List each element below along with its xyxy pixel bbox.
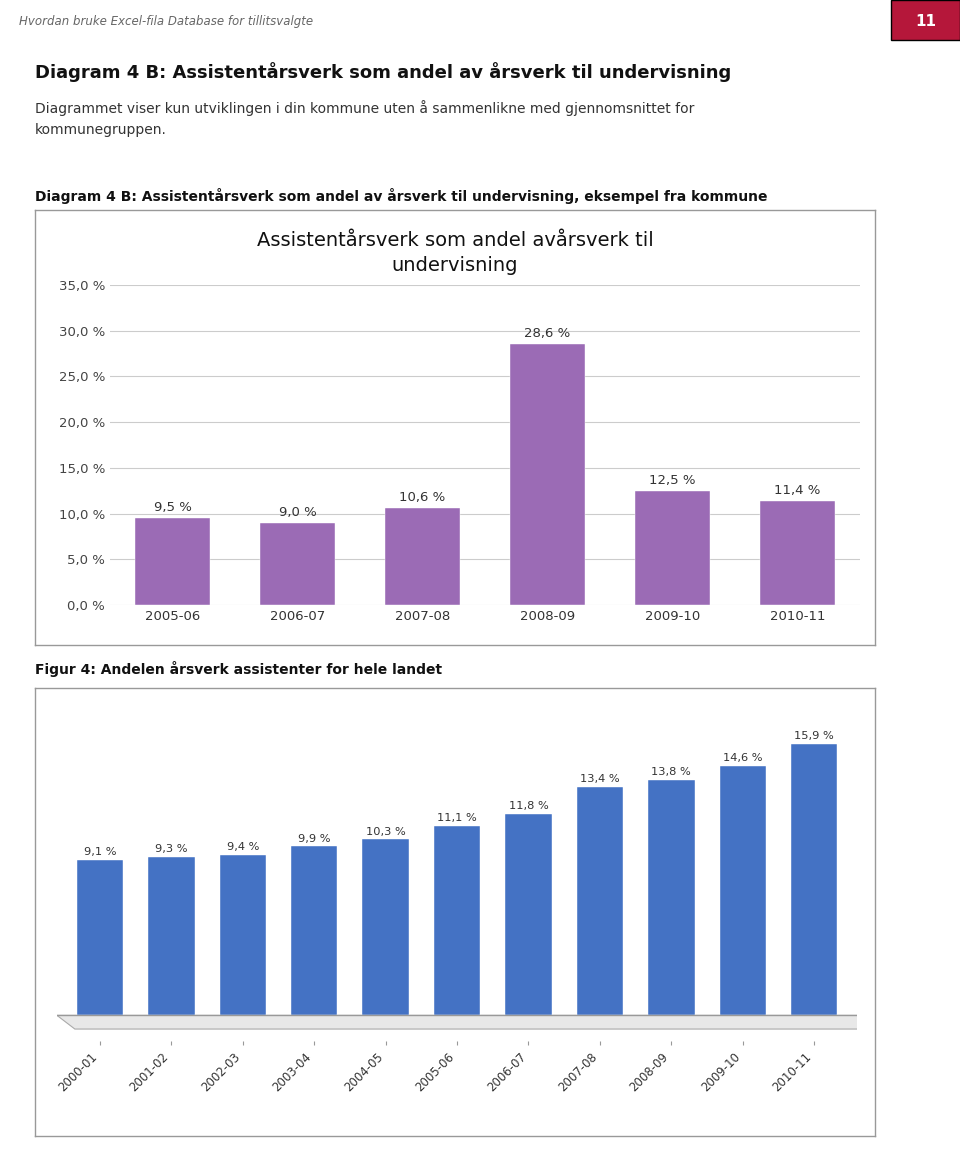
Bar (220, 855, 266, 1015)
Text: 11: 11 (915, 14, 936, 29)
Text: 12,5 %: 12,5 % (649, 474, 696, 487)
Bar (260, 523, 335, 605)
Bar (362, 840, 409, 1015)
Bar (505, 814, 552, 1015)
Bar (385, 508, 460, 605)
Bar (635, 491, 710, 605)
Bar (434, 826, 480, 1015)
Text: 28,6 %: 28,6 % (524, 327, 570, 340)
Text: 13,8 %: 13,8 % (652, 767, 691, 777)
Bar (577, 786, 623, 1015)
Text: 9,3 %: 9,3 % (155, 844, 187, 854)
Text: 15,9 %: 15,9 % (794, 731, 834, 742)
Text: Assistentårsverk som andel avårsverk til
undervisning: Assistentårsverk som andel avårsverk til… (256, 231, 654, 274)
Text: 9,4 %: 9,4 % (227, 842, 259, 853)
Bar (791, 744, 837, 1015)
Text: 10,6 %: 10,6 % (399, 492, 445, 505)
Bar (510, 343, 585, 605)
Bar (291, 847, 337, 1015)
Text: Figur 4: Andelen årsverk assistenter for hele landet: Figur 4: Andelen årsverk assistenter for… (35, 661, 443, 677)
Polygon shape (57, 1015, 875, 1029)
Text: 9,9 %: 9,9 % (298, 834, 330, 843)
Bar (135, 519, 210, 605)
Text: 13,4 %: 13,4 % (580, 774, 619, 784)
Text: 11,1 %: 11,1 % (437, 813, 477, 823)
Text: 9,1 %: 9,1 % (84, 848, 116, 857)
Bar (77, 860, 123, 1015)
Text: 11,4 %: 11,4 % (775, 484, 821, 498)
Bar (719, 766, 766, 1015)
Text: 9,5 %: 9,5 % (154, 501, 191, 514)
Bar (760, 501, 835, 605)
Text: Diagram 4 B: Assistentårsverk som andel av årsverk til undervisning, eksempel fr: Diagram 4 B: Assistentårsverk som andel … (35, 188, 767, 203)
Text: Diagrammet viser kun utviklingen i din kommune uten å sammenlikne med gjennomsni: Diagrammet viser kun utviklingen i din k… (35, 100, 694, 137)
Text: Diagram 4 B: Assistentårsverk som andel av årsverk til undervisning: Diagram 4 B: Assistentårsverk som andel … (35, 63, 732, 83)
Bar (648, 780, 694, 1015)
Text: Hvordan bruke Excel-fila Database for tillitsvalgte: Hvordan bruke Excel-fila Database for ti… (19, 15, 313, 28)
Text: 14,6 %: 14,6 % (723, 753, 762, 764)
Text: 10,3 %: 10,3 % (366, 827, 405, 837)
Text: 9,0 %: 9,0 % (278, 506, 317, 519)
FancyBboxPatch shape (891, 0, 960, 40)
Text: 11,8 %: 11,8 % (509, 801, 548, 812)
Bar (148, 856, 195, 1015)
